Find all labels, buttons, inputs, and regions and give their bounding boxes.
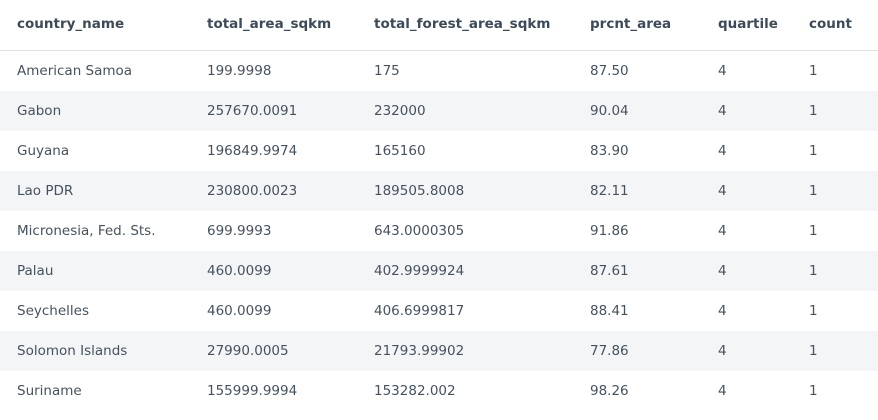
- column-header-prcnt-area[interactable]: prcnt_area: [573, 0, 701, 51]
- table-row: Seychelles 460.0099 406.6999817 88.41 4 …: [0, 291, 878, 331]
- cell-count: 1: [809, 223, 818, 239]
- cell-total-forest-area-sqkm: 165160: [374, 143, 426, 159]
- cell-quartile: 4: [701, 171, 809, 211]
- table-row: Lao PDR 230800.0023 189505.8008 82.11 4 …: [0, 171, 878, 211]
- table-row: American Samoa 199.9998 175 87.50 4 1: [0, 51, 878, 92]
- cell-prcnt-area: 82.11: [573, 171, 701, 211]
- cell-quartile: 4: [718, 223, 727, 239]
- cell-quartile: 4: [701, 251, 809, 291]
- cell-country-name: Micronesia, Fed. Sts.: [17, 223, 156, 239]
- cell-prcnt-area: 87.50: [590, 63, 629, 79]
- cell-prcnt-area: 88.41: [590, 303, 629, 319]
- column-header-total-forest-area-sqkm[interactable]: total_forest_area_sqkm: [357, 0, 573, 51]
- cell-quartile: 4: [718, 383, 727, 399]
- cell-total-forest-area-sqkm: 175: [374, 63, 400, 79]
- cell-count: 1: [809, 383, 818, 399]
- cell-quartile: 4: [701, 331, 809, 371]
- cell-quartile: 4: [701, 91, 809, 131]
- cell-country-name: Lao PDR: [0, 171, 190, 211]
- cell-total-area-sqkm: 27990.0005: [190, 331, 357, 371]
- header-row: country_name total_area_sqkm total_fores…: [0, 0, 878, 51]
- cell-country-name: Palau: [0, 251, 190, 291]
- results-table: country_name total_area_sqkm total_fores…: [0, 0, 878, 411]
- cell-country-name: Gabon: [0, 91, 190, 131]
- cell-count: 1: [809, 171, 878, 211]
- cell-country-name: American Samoa: [17, 63, 133, 79]
- cell-count: 1: [809, 303, 818, 319]
- cell-total-forest-area-sqkm: 153282.002: [374, 383, 456, 399]
- cell-total-forest-area-sqkm: 232000: [357, 91, 573, 131]
- table-row: Palau 460.0099 402.9999924 87.61 4 1: [0, 251, 878, 291]
- column-header-total-area-sqkm[interactable]: total_area_sqkm: [190, 0, 357, 51]
- cell-prcnt-area: 87.61: [573, 251, 701, 291]
- cell-count: 1: [809, 143, 818, 159]
- cell-prcnt-area: 77.86: [573, 331, 701, 371]
- cell-country-name: Seychelles: [17, 303, 89, 319]
- cell-total-forest-area-sqkm: 21793.99902: [357, 331, 573, 371]
- table-row: Guyana 196849.9974 165160 83.90 4 1: [0, 131, 878, 171]
- cell-total-forest-area-sqkm: 406.6999817: [374, 303, 465, 319]
- table-row: Micronesia, Fed. Sts. 699.9993 643.00003…: [0, 211, 878, 251]
- cell-total-area-sqkm: 460.0099: [190, 251, 357, 291]
- cell-count: 1: [809, 331, 878, 371]
- cell-total-area-sqkm: 196849.9974: [207, 143, 298, 159]
- cell-prcnt-area: 91.86: [590, 223, 629, 239]
- cell-quartile: 4: [718, 143, 727, 159]
- cell-prcnt-area: 90.04: [573, 91, 701, 131]
- cell-prcnt-area: 83.90: [590, 143, 629, 159]
- column-header-count[interactable]: count: [809, 0, 878, 51]
- cell-quartile: 4: [718, 303, 727, 319]
- cell-prcnt-area: 98.26: [590, 383, 629, 399]
- cell-total-area-sqkm: 199.9998: [207, 63, 272, 79]
- cell-total-area-sqkm: 230800.0023: [190, 171, 357, 211]
- cell-total-area-sqkm: 699.9993: [207, 223, 272, 239]
- cell-country-name: Solomon Islands: [0, 331, 190, 371]
- column-header-country-name[interactable]: country_name: [0, 0, 190, 51]
- cell-quartile: 4: [718, 63, 727, 79]
- cell-country-name: Guyana: [17, 143, 70, 159]
- cell-country-name: Suriname: [17, 383, 82, 399]
- cell-total-area-sqkm: 257670.0091: [190, 91, 357, 131]
- table-row: Solomon Islands 27990.0005 21793.99902 7…: [0, 331, 878, 371]
- cell-total-forest-area-sqkm: 402.9999924: [357, 251, 573, 291]
- cell-total-forest-area-sqkm: 643.0000305: [374, 223, 465, 239]
- column-header-quartile[interactable]: quartile: [701, 0, 809, 51]
- cell-total-area-sqkm: 460.0099: [207, 303, 272, 319]
- cell-total-area-sqkm: 155999.9994: [207, 383, 298, 399]
- cell-count: 1: [809, 63, 818, 79]
- table-row: Gabon 257670.0091 232000 90.04 4 1: [0, 91, 878, 131]
- table-row: Suriname 155999.9994 153282.002 98.26 4 …: [0, 371, 878, 411]
- cell-count: 1: [809, 251, 878, 291]
- cell-count: 1: [809, 91, 878, 131]
- cell-total-forest-area-sqkm: 189505.8008: [357, 171, 573, 211]
